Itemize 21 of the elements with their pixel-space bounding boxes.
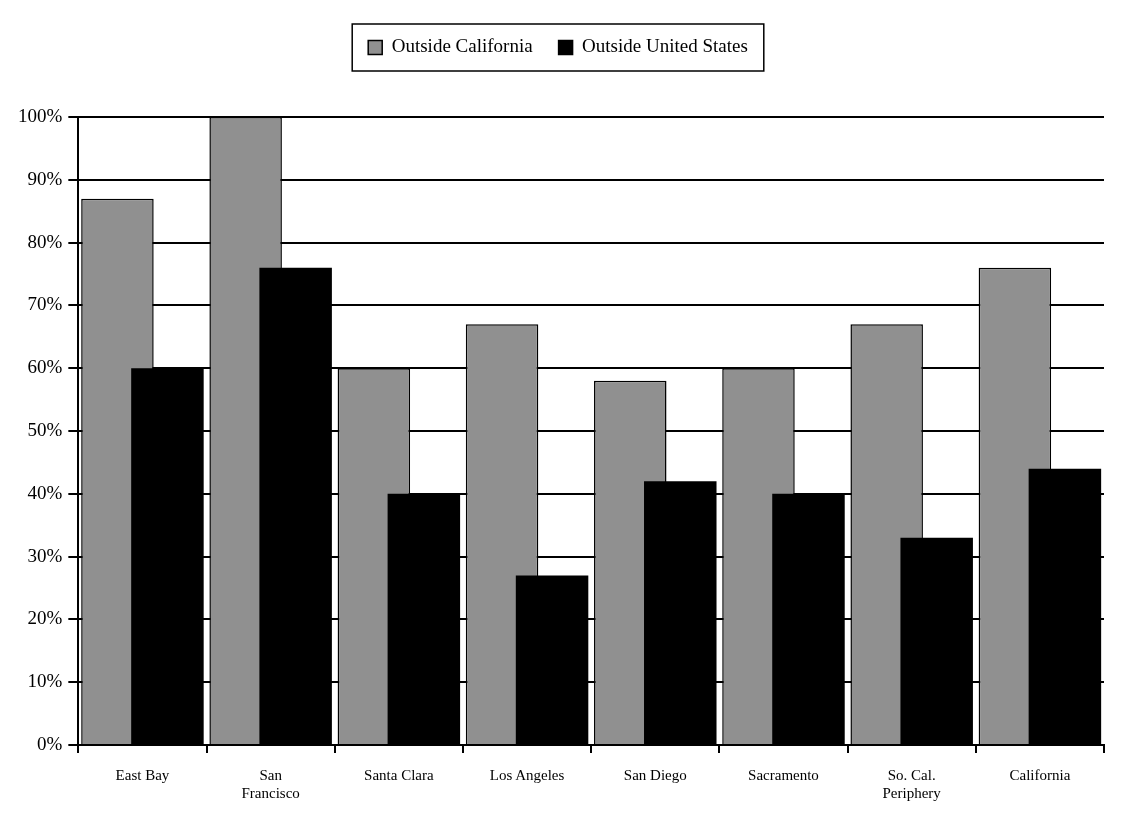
x-tick-label: Sacramento (748, 766, 819, 783)
x-tick-label: San Francisco (241, 766, 300, 801)
y-tick-label: 50% (27, 418, 63, 440)
x-tick-label: San Diego (623, 766, 687, 783)
legend-label: Outside United States (582, 35, 748, 57)
y-tick-label: 10% (27, 670, 63, 692)
y-tick-label: 90% (27, 167, 63, 189)
y-tick-label: 70% (27, 293, 63, 315)
x-tick-label: Santa Clara (364, 766, 434, 783)
x-tick-label: East Bay (115, 766, 170, 783)
x-tick-label: California (1009, 766, 1071, 783)
legend-label: Outside California (391, 35, 534, 57)
y-tick-label: 80% (27, 230, 63, 252)
x-tick-label: Los Angeles (489, 766, 565, 783)
y-tick-label: 20% (27, 607, 63, 629)
y-tick-label: 30% (27, 544, 63, 566)
y-tick-label: 40% (27, 481, 63, 503)
y-tick-label: 100% (18, 104, 63, 126)
y-tick-label: 0% (37, 732, 63, 754)
x-tick-label: So. Cal. Periphery (882, 766, 942, 801)
y-tick-label: 60% (27, 356, 63, 378)
